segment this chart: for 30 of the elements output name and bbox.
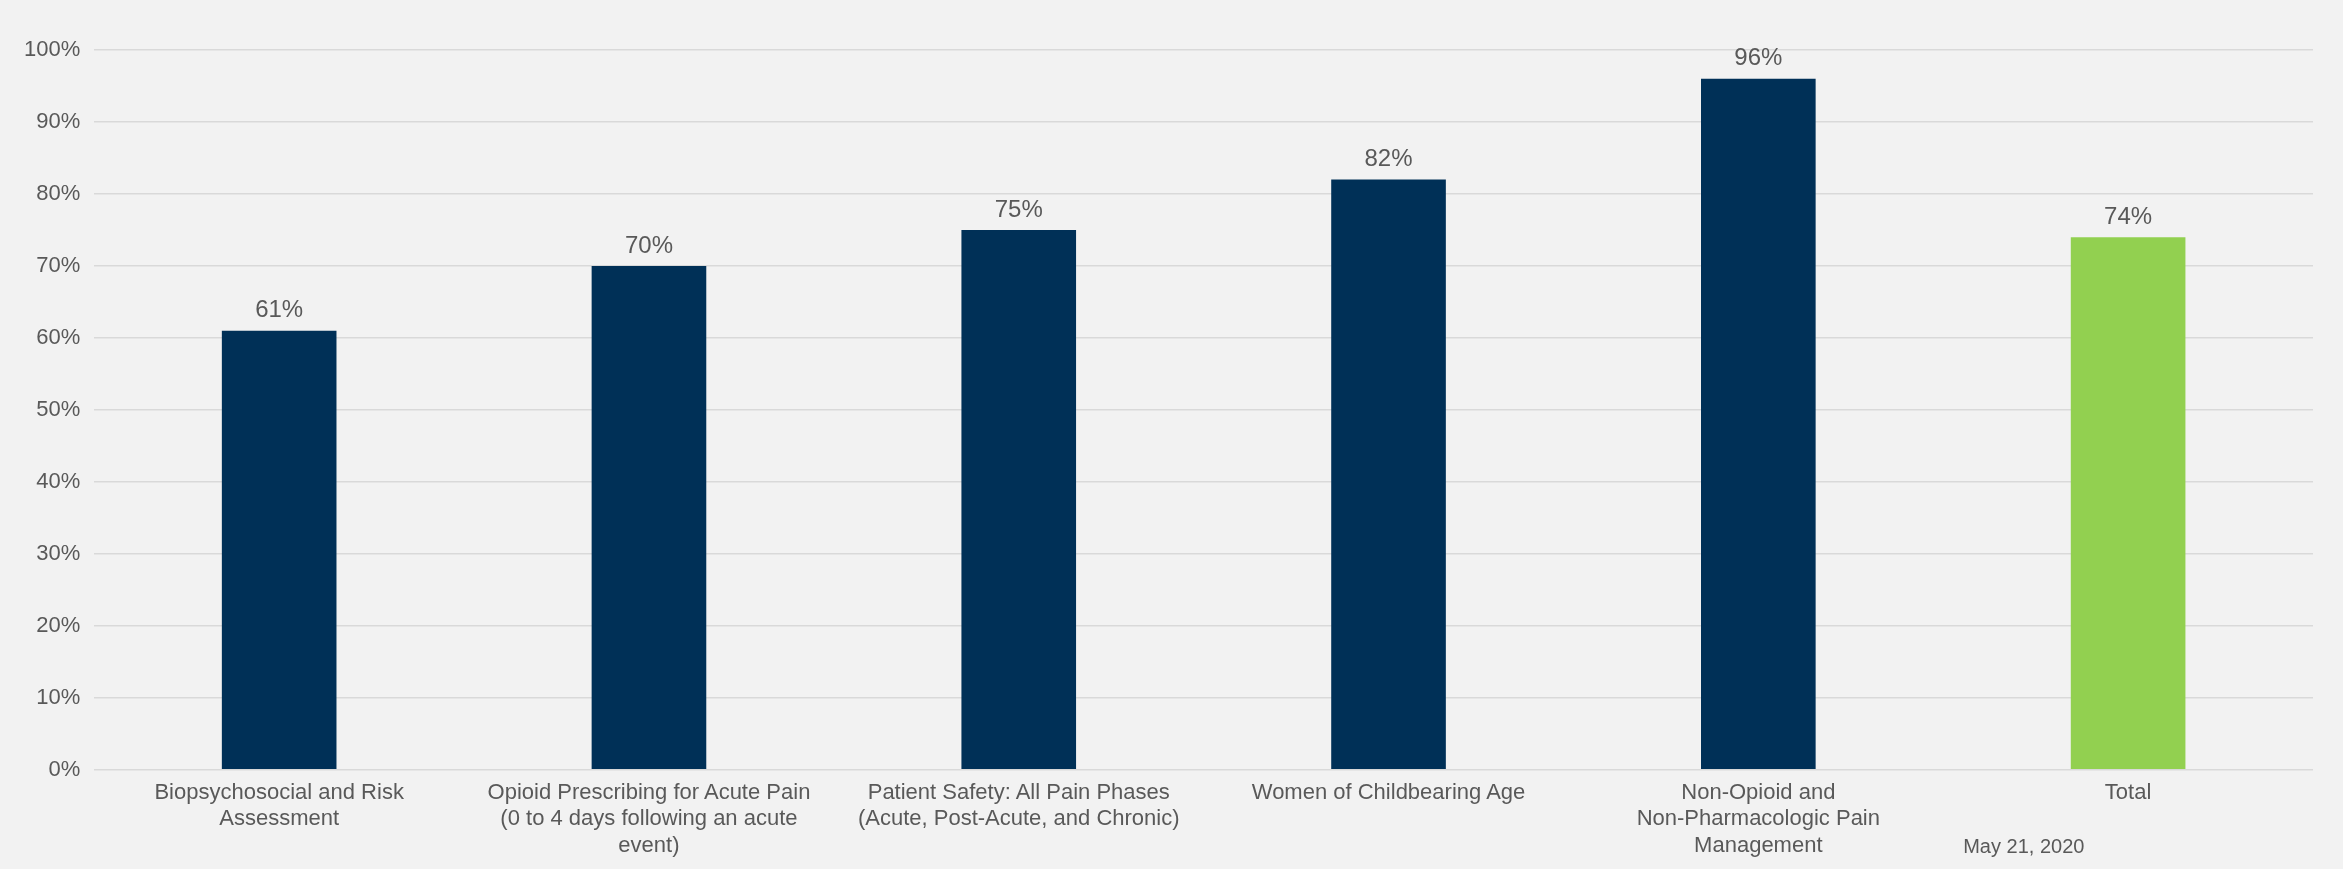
x-tick-label: Patient Safety: All Pain Phases (Acute, Post-Acute, and Chronic) [857, 779, 1180, 831]
y-tick-label: 60% [36, 323, 81, 349]
y-tick-label: 50% [36, 395, 81, 421]
x-tick-label: Opioid Prescribing for Acute Pain (0 to 4 days following an acute event) [487, 779, 811, 857]
y-tick-label: 70% [36, 252, 81, 277]
x-tick-label: Non-Opioid and Non-Pharmacologic Pain Management [1636, 779, 1880, 857]
y-tick-label: 40% [36, 467, 81, 493]
data-label: 82% [1364, 144, 1413, 172]
y-tick-label: 20% [36, 611, 81, 637]
data-label: 61% [255, 295, 304, 323]
bar [1701, 78, 1816, 770]
bar [1331, 179, 1446, 770]
x-tick-label: Biopsychosocial and Risk Assessment [154, 779, 405, 831]
y-tick-label: 80% [36, 180, 81, 206]
data-label: 96% [1734, 43, 1783, 71]
x-tick-label: Women of Childbearing Age [1251, 779, 1526, 805]
x-tick-label: Total [2104, 779, 2152, 805]
bar [221, 330, 337, 770]
y-tick-label: 100% [23, 36, 81, 62]
text: May 21, 2020 [1963, 835, 2085, 858]
data-label: 75% [994, 194, 1043, 222]
data-label: 74% [2104, 201, 2153, 229]
data-label: 70% [624, 230, 673, 258]
y-tick-label: 10% [36, 683, 81, 709]
y-tick-label: 0% [48, 755, 81, 781]
y-tick-label: 30% [36, 539, 81, 565]
bar [2070, 237, 2186, 770]
y-tick-label: 90% [36, 108, 81, 134]
bar [591, 265, 707, 770]
bar [961, 229, 1077, 770]
